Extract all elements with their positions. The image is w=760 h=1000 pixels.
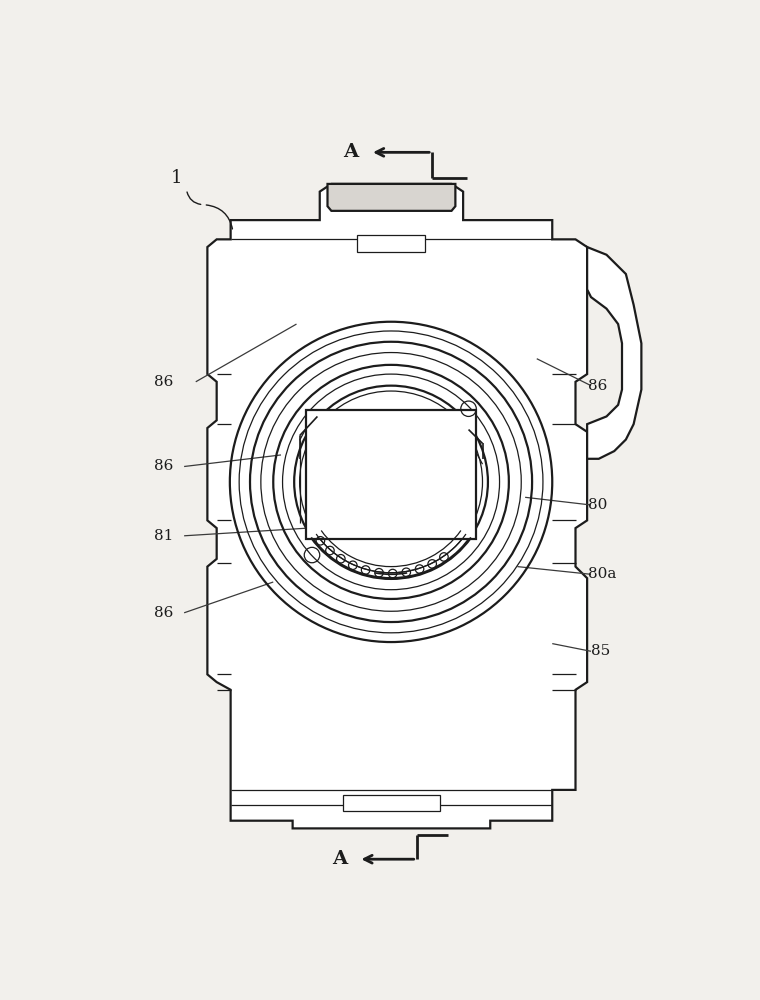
Text: A: A [332, 850, 347, 868]
Text: 86: 86 [154, 375, 173, 389]
Bar [306, 410, 477, 539]
Bar [357, 235, 425, 252]
Text: 85: 85 [591, 644, 610, 658]
Text: A: A [344, 143, 359, 161]
Text: 86: 86 [587, 379, 607, 393]
Text: 1: 1 [171, 169, 182, 187]
Polygon shape [587, 247, 641, 459]
Text: 81: 81 [154, 529, 173, 543]
Text: 80: 80 [587, 498, 607, 512]
Polygon shape [328, 184, 455, 211]
Text: 80a: 80a [588, 567, 617, 581]
Text: 86: 86 [154, 460, 173, 474]
Polygon shape [207, 184, 587, 828]
Text: 86: 86 [154, 606, 173, 620]
Bar [343, 795, 440, 811]
